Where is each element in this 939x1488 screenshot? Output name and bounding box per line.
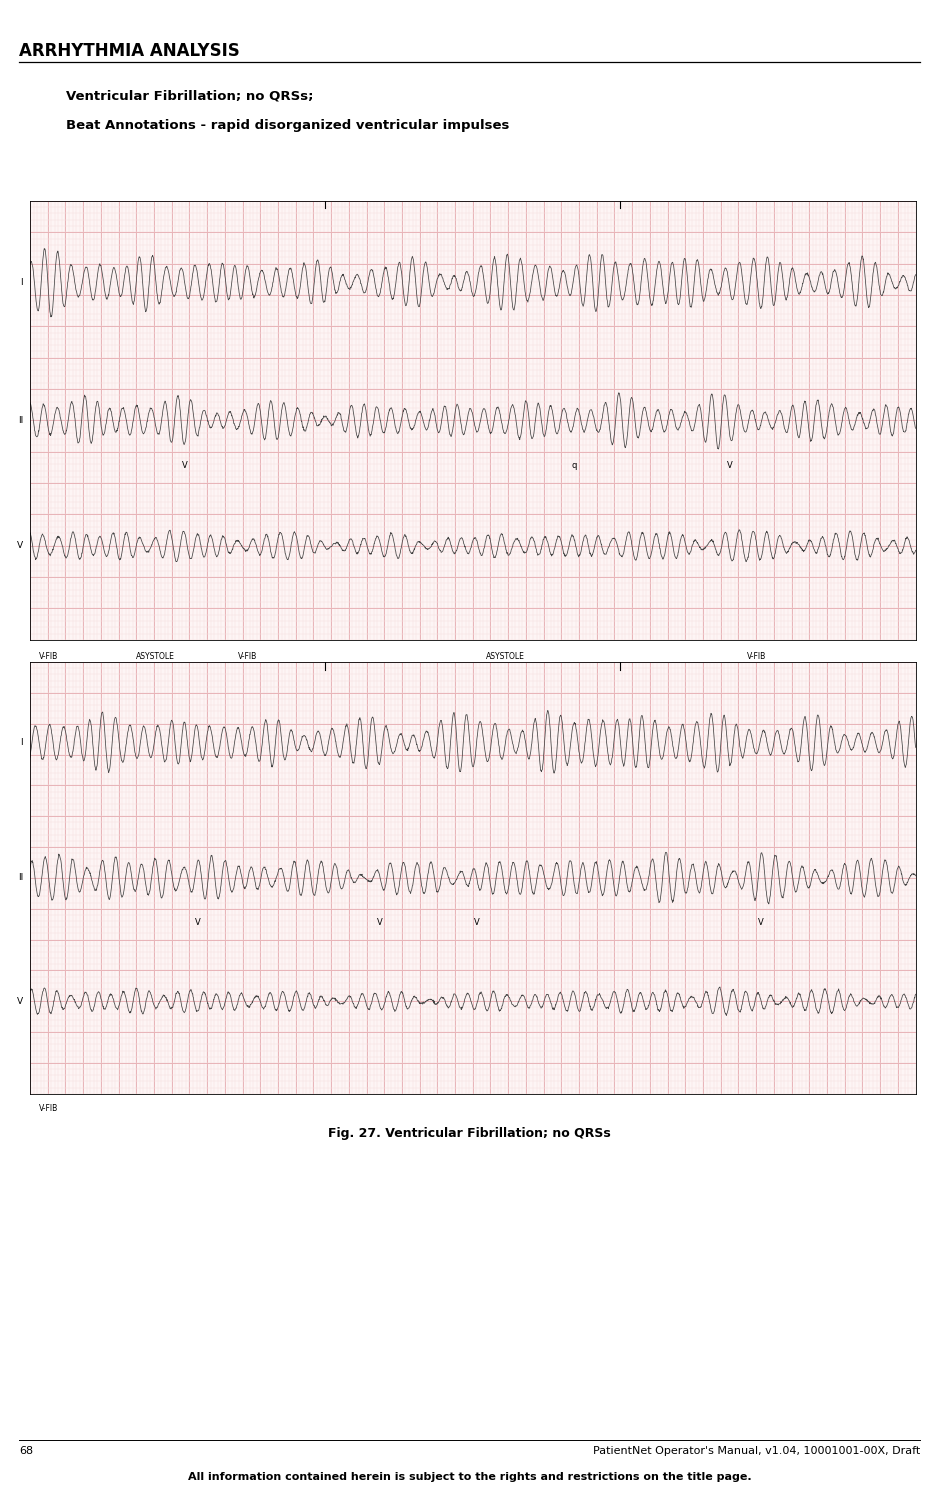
Text: V-FIB: V-FIB	[747, 652, 766, 661]
Text: V: V	[17, 542, 23, 551]
Text: q: q	[572, 461, 577, 470]
Text: I: I	[21, 278, 23, 287]
Text: ASYSTOLE: ASYSTOLE	[486, 652, 525, 661]
Text: ARRHYTHMIA ANALYSIS: ARRHYTHMIA ANALYSIS	[19, 42, 239, 60]
Text: V-FIB: V-FIB	[239, 652, 257, 661]
Text: V: V	[195, 918, 201, 927]
Text: Ventricular Fibrillation; no QRSs;: Ventricular Fibrillation; no QRSs;	[66, 89, 314, 103]
Text: V: V	[474, 918, 480, 927]
Text: All information contained herein is subject to the rights and restrictions on th: All information contained herein is subj…	[188, 1472, 751, 1482]
Text: Beat Annotations - rapid disorganized ventricular impulses: Beat Annotations - rapid disorganized ve…	[66, 119, 509, 132]
Text: II: II	[18, 415, 23, 426]
Text: V: V	[17, 997, 23, 1006]
Text: V-FIB: V-FIB	[38, 1104, 58, 1113]
Text: V-FIB: V-FIB	[38, 652, 58, 661]
Text: V: V	[727, 461, 732, 470]
Text: V: V	[377, 918, 383, 927]
Text: I: I	[21, 738, 23, 747]
Text: V: V	[182, 461, 188, 470]
Text: 68: 68	[19, 1446, 33, 1457]
Text: PatientNet Operator's Manual, v1.04, 10001001-00X, Draft: PatientNet Operator's Manual, v1.04, 100…	[593, 1446, 920, 1457]
Text: V: V	[758, 918, 763, 927]
Text: ASYSTOLE: ASYSTOLE	[136, 652, 176, 661]
Text: Fig. 27. Ventricular Fibrillation; no QRSs: Fig. 27. Ventricular Fibrillation; no QR…	[328, 1128, 611, 1140]
Text: II: II	[18, 873, 23, 882]
